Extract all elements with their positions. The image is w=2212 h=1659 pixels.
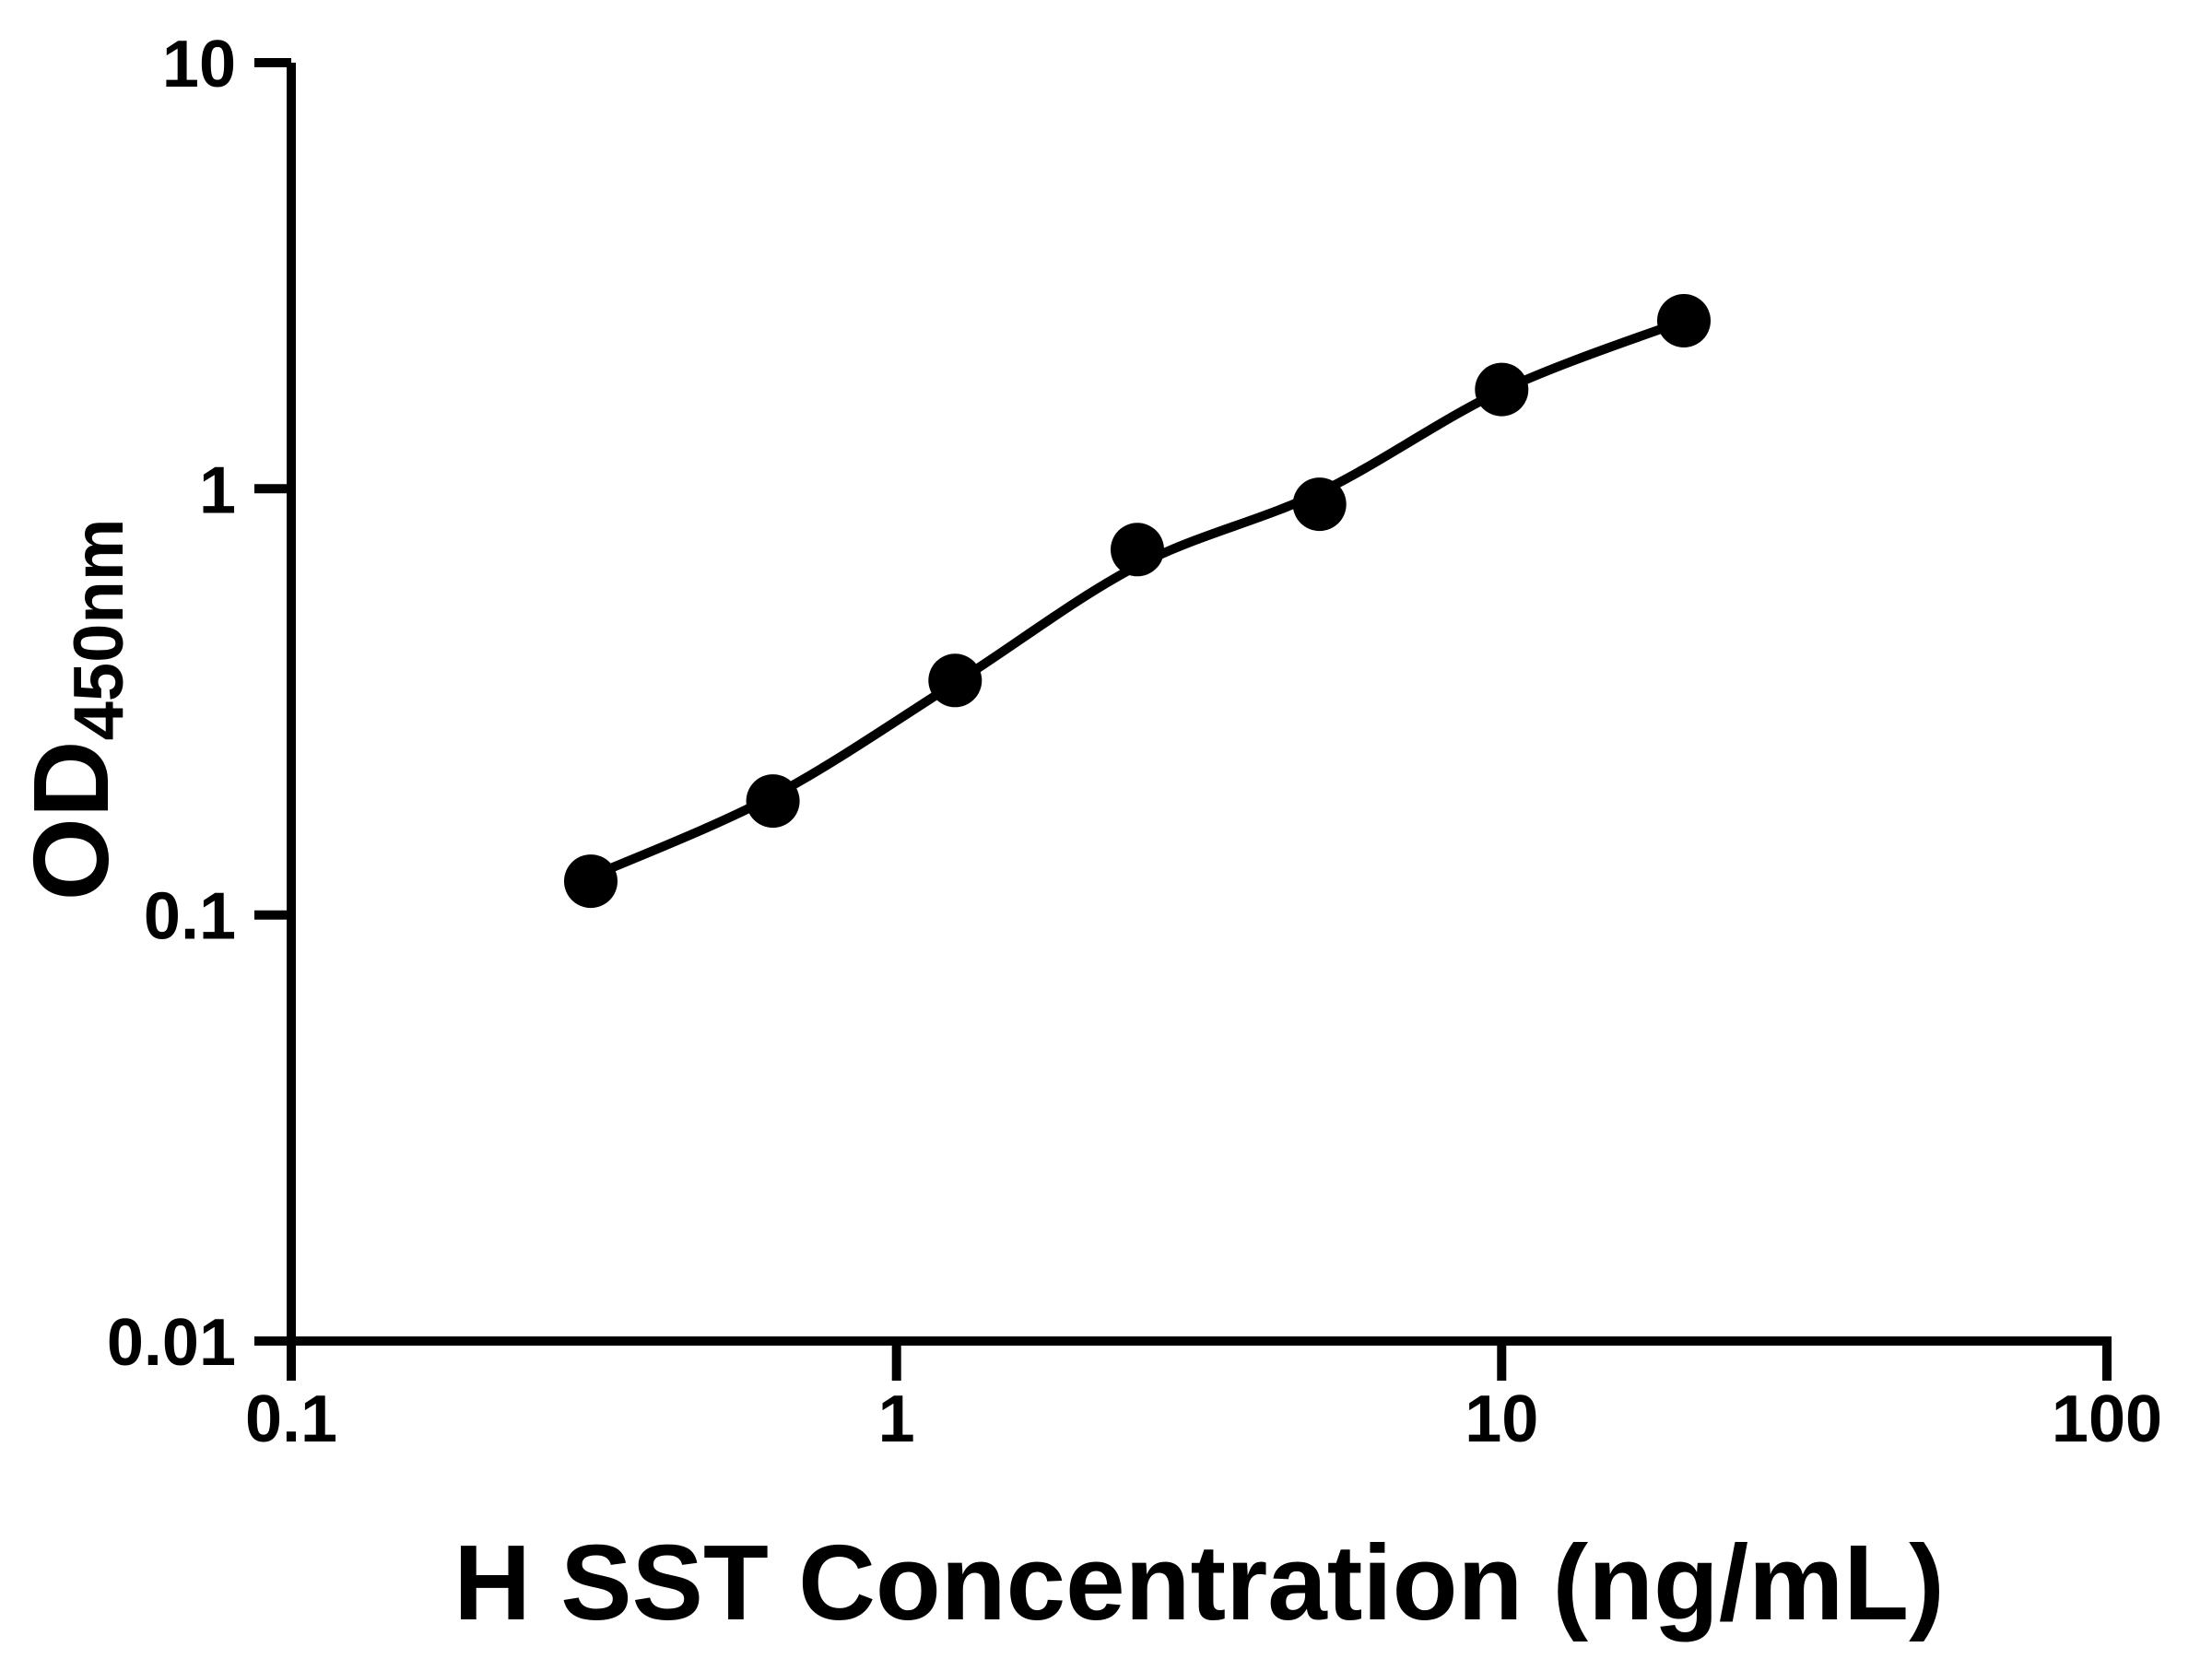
x-axis-title: H SST Concentration (ng/mL) [453, 1523, 1945, 1642]
x-tick-label: 10 [1465, 1382, 1538, 1456]
data-point [1292, 477, 1347, 532]
data-point [746, 774, 800, 829]
y-tick-label: 1 [199, 453, 236, 527]
axes [254, 58, 2112, 1381]
x-tick-label: 0.1 [245, 1382, 337, 1456]
y-axis-title-subscript: 450nm [60, 519, 138, 741]
x-tick-label: 100 [2052, 1382, 2162, 1456]
y-axis-title-main: OD [11, 740, 131, 900]
y-axis-title: OD450nm [11, 519, 138, 901]
x-tick-label: 1 [878, 1382, 915, 1456]
data-point [1475, 362, 1529, 417]
data-point [1657, 294, 1711, 347]
y-tick-label: 0.01 [107, 1306, 236, 1380]
data-point [928, 653, 982, 708]
y-tick-label: 10 [162, 28, 236, 101]
y-tick-label: 0.1 [144, 880, 236, 954]
data-point [1111, 523, 1164, 577]
data-point [564, 854, 618, 909]
data-points [564, 294, 1711, 909]
